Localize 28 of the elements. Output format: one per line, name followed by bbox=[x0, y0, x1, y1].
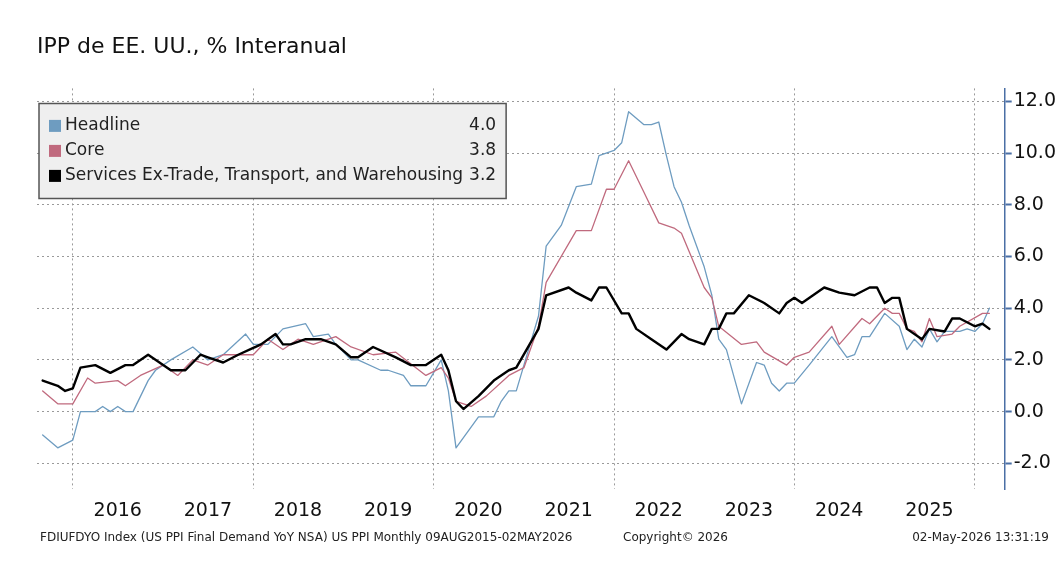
legend-label: Headline bbox=[65, 114, 141, 135]
x-tick-label: 2021 bbox=[544, 497, 593, 520]
x-tick-label: 2023 bbox=[724, 497, 774, 520]
y-tick-label: 0.0 bbox=[1013, 398, 1044, 421]
chart-title: IPP de EE. UU., % Interanual bbox=[37, 32, 347, 58]
y-tick-label: 2.0 bbox=[1013, 346, 1044, 369]
y-tick-label: 6.0 bbox=[1013, 243, 1044, 266]
text: Copyright© 2026 bbox=[623, 530, 728, 544]
x-tick-label: 2018 bbox=[273, 497, 323, 520]
y-tick-label: 8.0 bbox=[1013, 191, 1044, 214]
y-tick-label: 10.0 bbox=[1013, 139, 1057, 162]
x-tick-label: 2020 bbox=[454, 497, 503, 520]
y-tick-label: 4.0 bbox=[1013, 295, 1044, 318]
y-tick-label: 12.0 bbox=[1013, 88, 1057, 111]
x-tick-label: 2017 bbox=[183, 497, 233, 520]
text: FDIUFDYO Index (US PPI Final Demand YoY NSA) US PPI Monthly 09AUG2015-02MAY2026 bbox=[40, 530, 573, 544]
x-tick-label: 2016 bbox=[93, 497, 142, 520]
annotation: 3.2 bbox=[469, 164, 497, 185]
text: 02-May-2026 13:31:19 bbox=[912, 530, 1049, 544]
y-tick-label: -2.0 bbox=[1013, 450, 1051, 473]
annotation: 4.0 bbox=[469, 114, 497, 135]
legend-label: Services Ex-Trade, Transport, and Warehousing bbox=[65, 164, 464, 185]
x-tick-label: 2022 bbox=[634, 497, 683, 520]
x-tick-label: 2019 bbox=[363, 497, 413, 520]
legend-label: Core bbox=[65, 139, 105, 160]
x-tick-label: 2024 bbox=[815, 497, 864, 520]
annotation: 3.8 bbox=[469, 139, 497, 160]
x-tick-label: 2025 bbox=[905, 497, 954, 520]
